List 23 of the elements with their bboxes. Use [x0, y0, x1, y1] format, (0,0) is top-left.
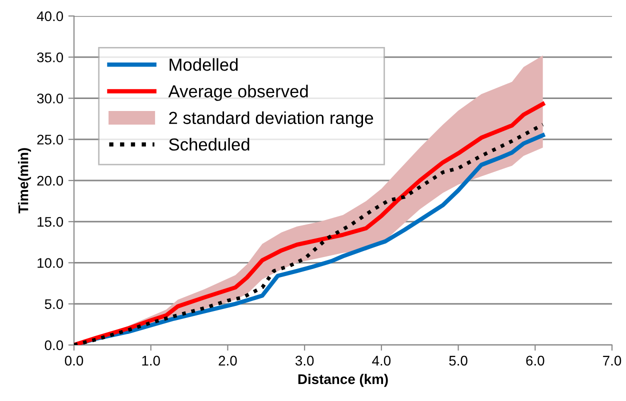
y-tick-label: 10.0 — [38, 258, 64, 268]
x-tick-label: 5.0 — [449, 356, 468, 366]
y-tick-label: 0.0 — [44, 340, 64, 350]
y-tick-label: 15.0 — [38, 216, 64, 227]
y-axis-title: Time(min) — [18, 148, 31, 214]
x-tick-label: 0.0 — [64, 356, 84, 366]
legend-label: Average observed — [168, 84, 308, 101]
x-tick-label: 6.0 — [526, 356, 544, 366]
legend-label: Scheduled — [169, 138, 250, 151]
x-axis-title: Distance (km) — [298, 374, 388, 387]
y-tick-label: 40.0 — [36, 11, 64, 22]
y-tick-label: 35.0 — [37, 52, 64, 62]
y-tick-label: 20.0 — [37, 176, 64, 186]
x-tick-label: 7.0 — [603, 356, 622, 366]
x-tick-label: 1.0 — [142, 356, 160, 366]
x-tick-label: 4.0 — [372, 356, 391, 366]
y-tick-label: 25.0 — [37, 134, 64, 145]
y-tick-label: 5.0 — [44, 299, 64, 310]
y-tick-label: 30.0 — [37, 94, 64, 104]
x-tick-label: 3.0 — [295, 356, 314, 366]
legend-label: 2 standard deviation range — [169, 111, 374, 128]
legend-label: Modelled — [170, 58, 238, 71]
x-tick-label: 2.0 — [218, 356, 237, 366]
